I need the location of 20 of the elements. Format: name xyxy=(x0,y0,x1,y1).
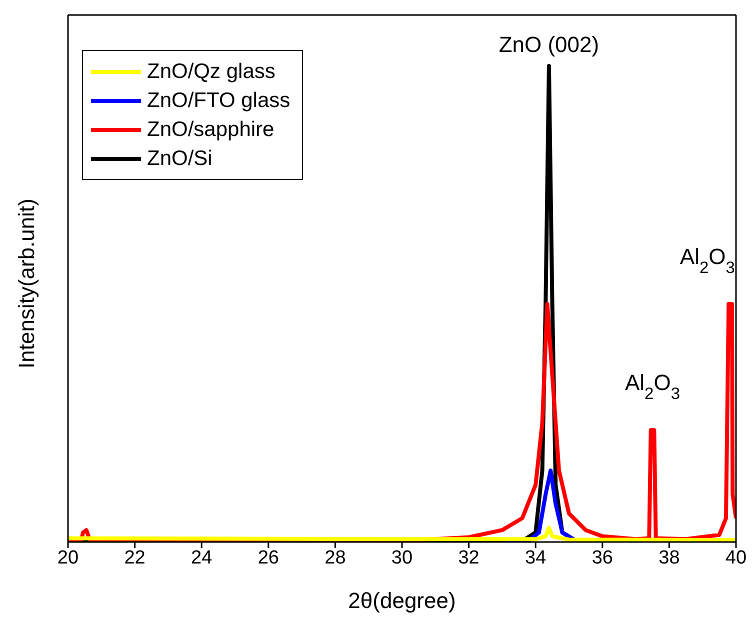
legend-label: ZnO/FTO glass xyxy=(147,88,290,112)
x-tick-label: 26 xyxy=(258,547,279,568)
y-axis-title: Intensity(arb.unit) xyxy=(14,198,39,368)
x-tick-label: 36 xyxy=(592,547,613,568)
x-tick-label: 32 xyxy=(458,547,480,568)
x-tick-label: 30 xyxy=(391,547,413,568)
annotation: Al$_{2}$O$_{3}$ xyxy=(624,370,680,404)
legend-label: ZnO/sapphire xyxy=(147,118,274,142)
annotation: ZnO (002) xyxy=(498,32,600,57)
legend-label: ZnO/Si xyxy=(147,146,212,170)
x-tick-label: 38 xyxy=(658,547,680,568)
x-tick-label: 24 xyxy=(191,547,213,568)
x-tick-label: 40 xyxy=(725,547,747,568)
x-tick-label: 22 xyxy=(124,547,146,568)
x-tick-label: 20 xyxy=(57,547,79,568)
x-axis-title: 2θ(degree) xyxy=(348,588,456,613)
x-tick-label: 34 xyxy=(525,547,547,568)
annotation: Al$_{2}$O$_{3}$ xyxy=(680,244,735,277)
legend-label: ZnO/Qz glass xyxy=(147,60,276,84)
x-tick-label: 28 xyxy=(324,547,346,568)
